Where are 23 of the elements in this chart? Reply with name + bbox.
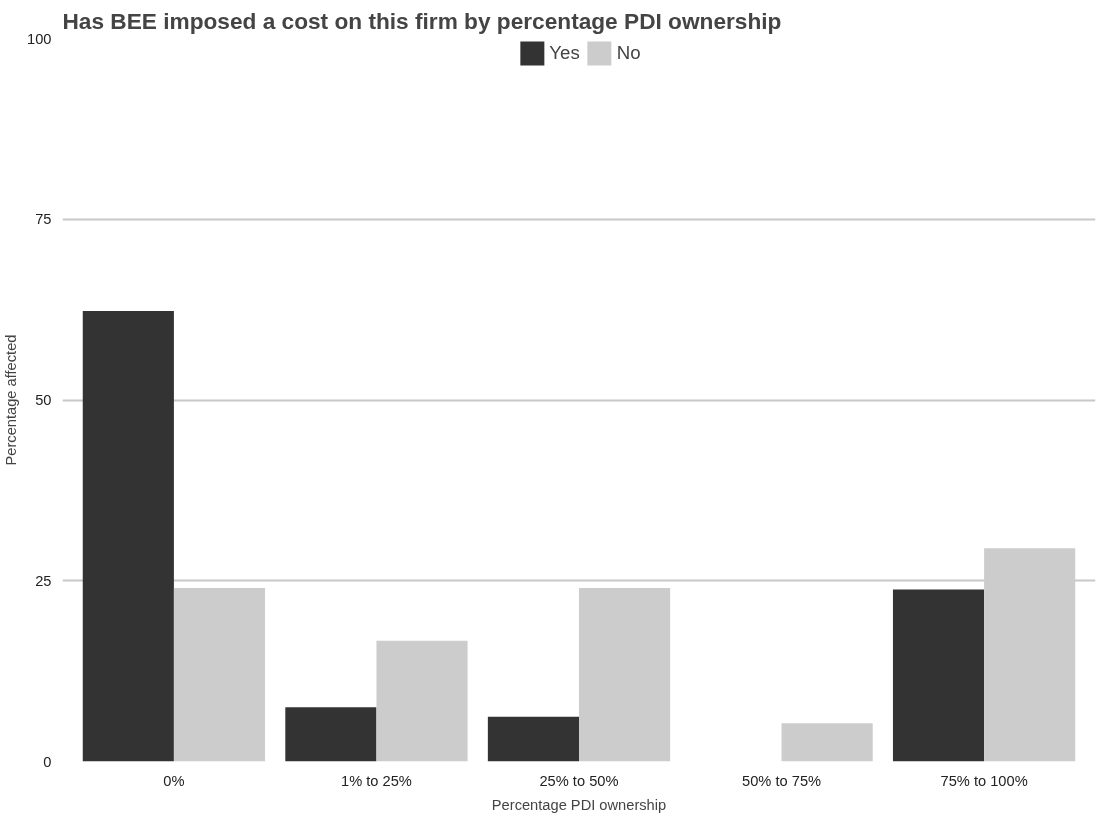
x-tick-label: 75% to 100% xyxy=(940,772,1028,789)
bar xyxy=(173,587,266,762)
y-tick-label: 50 xyxy=(35,392,52,408)
bar xyxy=(892,589,985,762)
y-tick-label: 100 xyxy=(27,30,52,47)
legend-label: Yes xyxy=(549,42,580,64)
bar xyxy=(285,707,377,762)
x-tick-label: 1% to 25% xyxy=(341,772,412,789)
bar xyxy=(781,723,873,762)
y-axis-title: Percentage affected xyxy=(3,334,20,466)
legend-label: No xyxy=(616,42,641,64)
y-tick-label: 0 xyxy=(43,753,52,770)
chart-title: Has BEE imposed a cost on this firm by percentage PDI ownership xyxy=(62,7,782,34)
y-tick-label: 75 xyxy=(35,211,52,228)
y-tick-label: 25 xyxy=(35,572,52,589)
bar xyxy=(579,587,671,762)
x-axis-title: Percentage PDI ownership xyxy=(491,796,667,813)
x-tick-label: 0% xyxy=(163,772,185,789)
x-tick-label: 50% to 75% xyxy=(742,772,822,789)
bar xyxy=(487,716,579,762)
x-tick-label: 25% to 50% xyxy=(539,772,619,789)
bar xyxy=(376,640,468,762)
bar xyxy=(82,311,174,762)
